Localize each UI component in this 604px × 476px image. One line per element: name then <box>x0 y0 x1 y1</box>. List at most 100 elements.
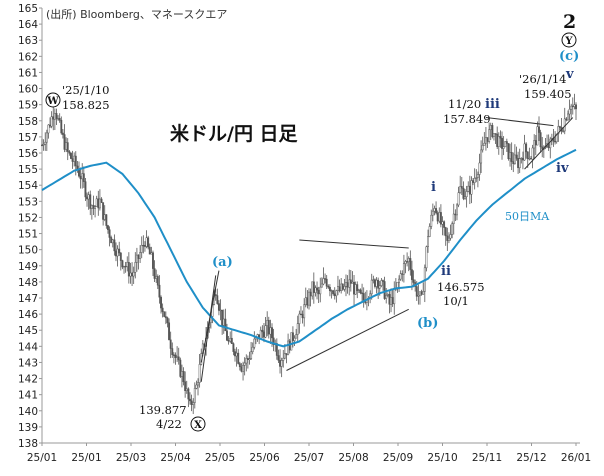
candle-body <box>476 174 479 178</box>
candle-body <box>562 130 565 133</box>
candle-body <box>539 132 542 148</box>
x-date: 4/22 <box>156 417 182 431</box>
candle-body <box>161 307 164 312</box>
candle-body <box>164 316 167 319</box>
candle-body <box>473 177 476 183</box>
candle-body <box>373 279 376 287</box>
candle-body <box>113 239 116 252</box>
x-value: 139.877 <box>139 403 187 417</box>
candle-body <box>412 279 415 283</box>
candle-body <box>269 327 272 335</box>
candle-body <box>55 113 58 120</box>
candle-body <box>308 291 310 306</box>
candle-body <box>399 273 402 280</box>
candle-body <box>217 303 220 311</box>
candle-body <box>320 283 323 288</box>
candle-body <box>282 357 285 361</box>
candle-body <box>378 285 381 289</box>
candle-body <box>523 143 526 161</box>
ma-legend-label: 50日MA <box>505 210 550 223</box>
wave-iii-label: iii <box>485 97 500 112</box>
candle-body <box>95 198 98 207</box>
candle-body <box>375 279 378 287</box>
candle-body <box>406 261 409 263</box>
iii-date: 11/20 <box>448 97 481 111</box>
candle-body <box>464 196 466 199</box>
chart-title: 米ドル/円 日足 <box>170 122 299 145</box>
candle-body <box>425 246 428 269</box>
candle-body <box>277 355 280 361</box>
trend-line <box>200 275 217 382</box>
candle-body <box>283 353 286 359</box>
candle-body <box>216 295 219 304</box>
candle-body <box>504 141 507 148</box>
candle-body <box>555 133 558 143</box>
y-tick-label: 140 <box>18 406 38 418</box>
candle-body <box>328 286 331 291</box>
wave-i-label: i <box>431 180 436 195</box>
candle-body <box>447 237 450 241</box>
candle-body <box>279 360 281 367</box>
candle-body <box>385 294 388 299</box>
candle-body <box>70 152 72 159</box>
candle-body <box>135 254 138 263</box>
candle-body <box>71 158 74 162</box>
candle-body <box>190 400 193 405</box>
candle-body <box>370 279 373 295</box>
candle-body <box>132 271 135 277</box>
candle-body <box>126 262 129 267</box>
candle-body <box>242 365 245 372</box>
candle-body <box>195 384 198 389</box>
candle-body <box>42 143 45 146</box>
candle-body <box>507 143 510 159</box>
ma50-line <box>41 148 577 348</box>
y-tick-label: 159 <box>18 100 38 112</box>
candle-body <box>49 124 51 127</box>
y-tick-label: 143 <box>18 357 38 369</box>
candle-body <box>393 288 396 305</box>
candle-body <box>460 186 463 189</box>
candle-body <box>142 244 145 247</box>
candle-body <box>348 279 351 288</box>
candle-body <box>422 291 425 295</box>
candle-body <box>168 322 171 341</box>
candle-body <box>66 142 69 152</box>
candle-body <box>68 151 71 154</box>
candle-body <box>238 363 241 368</box>
candle-body <box>227 339 230 342</box>
candle-body <box>50 116 53 127</box>
candle-body <box>248 358 251 360</box>
candle-body <box>428 226 431 237</box>
candle-body <box>106 225 109 230</box>
candle-body <box>296 323 299 335</box>
candle-body <box>388 294 391 305</box>
candle-body <box>41 144 43 146</box>
candle-body <box>380 280 383 286</box>
candle-body <box>58 118 61 121</box>
candle-body <box>451 223 454 235</box>
candle-body <box>316 287 318 291</box>
candle-body <box>349 279 352 284</box>
candle-body <box>89 194 92 209</box>
x-tick-label: 25/06 <box>249 452 280 464</box>
candle-body <box>549 138 552 149</box>
candle-body <box>345 282 347 287</box>
x-tick-label: 25/09 <box>383 452 413 464</box>
candle-body <box>73 155 76 162</box>
candle-body <box>193 388 196 403</box>
candle-body <box>565 118 568 121</box>
candle-body <box>481 145 484 151</box>
y-tick-label: 142 <box>18 374 38 386</box>
candle-body <box>115 250 117 257</box>
candle-body <box>86 196 88 200</box>
candle-body <box>197 382 199 386</box>
candle-body <box>430 214 433 227</box>
candle-body <box>118 248 121 254</box>
candle-body <box>110 237 113 244</box>
candle-body <box>60 119 63 134</box>
candle-body <box>420 291 423 295</box>
candle-body <box>92 205 95 209</box>
candle-body <box>192 402 195 405</box>
candle-body <box>505 141 508 144</box>
candle-body <box>517 158 520 169</box>
